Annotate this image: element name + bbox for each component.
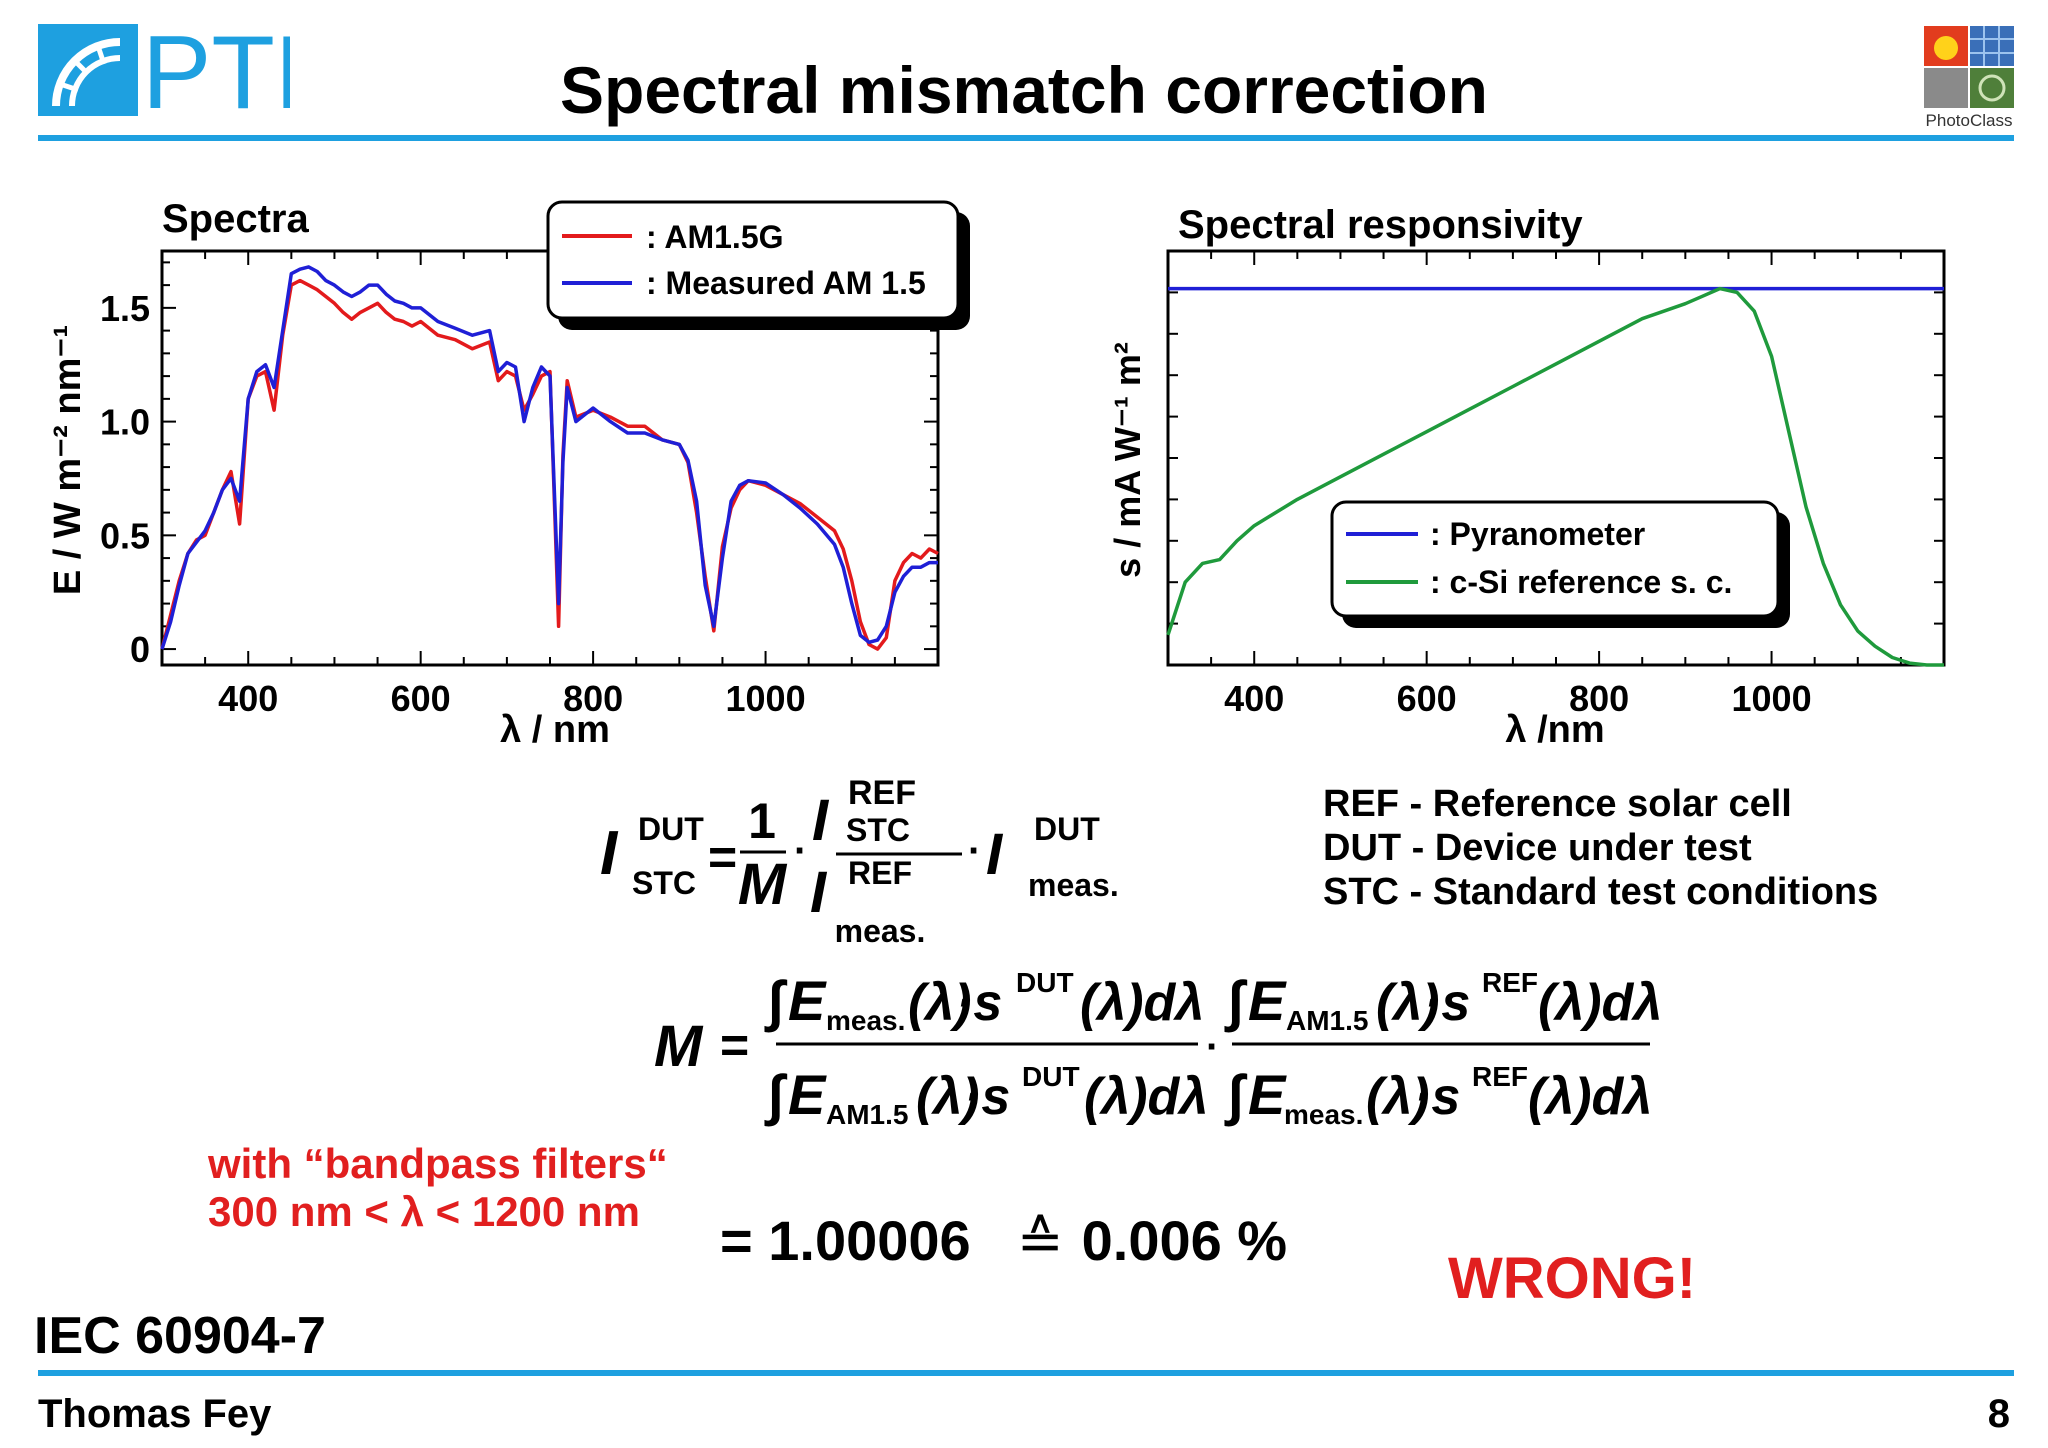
chart2-x-tick-label: 400: [1224, 678, 1284, 719]
abbreviation-dut: DUT - Device under test: [1323, 827, 1752, 869]
formula1-equals: =: [708, 829, 737, 885]
header-rule: [38, 135, 2014, 141]
formula1-I-den: I: [810, 860, 828, 925]
result-value: = 1.00006: [720, 1209, 971, 1272]
formula2-r-den-lam: (λ): [1366, 1068, 1430, 1126]
formula-i-stc: I DUT STC = 1 M · REF I STC I REF meas. …: [600, 774, 1119, 949]
formula1-dut2: DUT: [1034, 811, 1100, 847]
chart2-x-tick-label: 600: [1397, 678, 1457, 719]
chart2-series-2-line: [1166, 286, 1944, 667]
chart1-x-tick-label: 400: [218, 678, 278, 719]
formula2-dot: ·: [1206, 1025, 1219, 1069]
formula2-l-den-integral: ∫: [764, 1063, 788, 1127]
result-corresponds-symbol: ≙: [1016, 1209, 1064, 1272]
photoclass-icon: [1924, 26, 2014, 108]
formula2-l-num-meas: meas.: [826, 1005, 905, 1036]
chart2-x-label: λ /nm: [1505, 709, 1604, 751]
formula1-stc: STC: [846, 812, 910, 848]
formula1-I-meas: I: [986, 822, 1004, 887]
wrong-verdict: WRONG!: [1448, 1246, 1697, 1311]
formula2-l-den-E: E: [788, 1063, 827, 1126]
bandpass-note-line2: 300 nm < λ < 1200 nm: [208, 1188, 640, 1235]
formula2-l-den-am15: AM1.5: [826, 1099, 908, 1130]
formula2-r-num-lam: (λ): [1376, 974, 1440, 1032]
page-number: 8: [1987, 1392, 2010, 1436]
formula2-r-num-s: ·s: [1424, 974, 1470, 1032]
formula2-r-den-integral: ∫: [1224, 1063, 1248, 1127]
formula2-r-den-E: E: [1248, 1063, 1287, 1126]
bandpass-note-line1: with “bandpass filters“: [208, 1140, 668, 1187]
formula2-l-num-s: ·s: [956, 974, 1002, 1032]
standard-reference: IEC 60904-7: [34, 1307, 326, 1365]
formula2-l-den-lam: (λ): [916, 1068, 980, 1126]
formula2-l-num-E: E: [788, 969, 827, 1032]
formula1-lhs-sub: STC: [632, 865, 696, 901]
formula2-l-den-s: ·s: [964, 1068, 1010, 1126]
chart2-x-tick-label: 800: [1569, 678, 1629, 719]
formula1-one: 1: [748, 793, 776, 849]
formula2-r-num-ref: REF: [1482, 967, 1538, 998]
formula2-r-num-am15: AM1.5: [1286, 1005, 1368, 1036]
author-name: Thomas Fey: [38, 1392, 272, 1436]
chart1-x-tick-label: 800: [563, 678, 623, 719]
formula1-ref1: REF: [848, 774, 916, 812]
formula1-dot2: ·: [968, 829, 981, 873]
page-title: Spectral mismatch correction: [560, 53, 1488, 127]
formula2-r-num-E: E: [1248, 969, 1287, 1032]
photoclass-label: PhotoClass: [1925, 111, 2013, 130]
chart2-title: Spectral responsivity: [1178, 203, 1583, 247]
formula2-r-den-dlambda: (λ)dλ: [1528, 1068, 1652, 1126]
formula2-l-num-lam: (λ): [908, 974, 972, 1032]
chart1-x-tick-label: 600: [391, 678, 451, 719]
formula2-equals: =: [720, 1017, 749, 1073]
chart2-legend: [1330, 500, 1780, 618]
formula2-r-num-integral: ∫: [1224, 969, 1248, 1033]
formula2-r-den-meas: meas.: [1284, 1099, 1363, 1130]
chart1-series-2-line: [160, 265, 938, 650]
chart1-x-tick-label: 1000: [726, 678, 806, 719]
formula2-l-num-dut: DUT: [1016, 967, 1074, 998]
charts-area: Spectra 400 600 800 1000 0 0.5 1.0 1.5 λ / nm E…: [47, 197, 1946, 751]
abbreviation-list: REF - Reference solar cell DUT - Device …: [1323, 782, 1878, 914]
chart1-y-tick-label: 1.5: [100, 288, 150, 329]
chart1-x-label: λ / nm: [500, 709, 610, 751]
abbreviation-stc: STC - Standard test conditions: [1323, 871, 1879, 913]
formula1-I-symbol: I: [600, 819, 619, 888]
formula2-l-num-integral: ∫: [764, 969, 788, 1033]
chart1-legend: [546, 200, 960, 320]
abbreviation-ref: REF - Reference solar cell: [1323, 783, 1792, 825]
chart2-y-label: s / mA W⁻¹ m²: [1107, 342, 1148, 578]
formula1-lhs-sup: DUT: [638, 811, 704, 847]
footer-rule: [38, 1370, 2014, 1376]
formula2-l-num-dlambda: (λ)dλ: [1080, 974, 1204, 1032]
photoclass-badge: PhotoClass: [1924, 26, 2014, 131]
chart1-title: Spectra: [162, 197, 309, 241]
chart2-x-tick-label: 1000: [1732, 678, 1812, 719]
chart1-series-1-line: [160, 278, 939, 651]
bandpass-note: with “bandpass filters“ 300 nm < λ < 120…: [208, 1140, 668, 1236]
formula1-meas1: meas.: [835, 913, 926, 949]
chart1-y-tick-label: 0: [130, 629, 150, 670]
formula2-r-den-ref: REF: [1472, 1061, 1528, 1092]
chart2-legend-label-csi: : c-Si reference s. c.: [1430, 564, 1732, 600]
chart1-y-tick-label: 1.0: [100, 402, 150, 443]
chart1-y-tick-label: 0.5: [100, 515, 150, 556]
chart2-legend-label-pyranometer: : Pyranometer: [1430, 516, 1645, 552]
chart1-y-label: E / W m⁻² nm⁻¹: [47, 325, 89, 595]
formula1-meas2: meas.: [1028, 867, 1119, 903]
formula1-dot1: ·: [794, 829, 807, 873]
mismatch-result: = 1.00006 ≙ 0.006 %: [720, 1208, 1287, 1274]
chart1-legend-label-am15g: : AM1.5G: [646, 219, 784, 255]
formula1-ref2: REF: [848, 855, 912, 891]
formula2-r-den-s: ·s: [1414, 1068, 1460, 1126]
formula2-l-den-dlambda: (λ)dλ: [1084, 1068, 1208, 1126]
formula2-M: M: [654, 1014, 704, 1079]
formula1-I-num: I: [812, 788, 830, 853]
result-percent: 0.006 %: [1081, 1209, 1288, 1272]
formula1-M: M: [738, 852, 788, 917]
formula-mismatch-factor: M = ∫ E meas. (λ) ·s DUT (λ)dλ ∫ E AM1.5…: [654, 967, 1662, 1130]
formula2-l-den-dut: DUT: [1022, 1061, 1080, 1092]
formula2-r-num-dlambda: (λ)dλ: [1538, 974, 1662, 1032]
chart1-legend-label-measured: : Measured AM 1.5: [646, 265, 926, 301]
